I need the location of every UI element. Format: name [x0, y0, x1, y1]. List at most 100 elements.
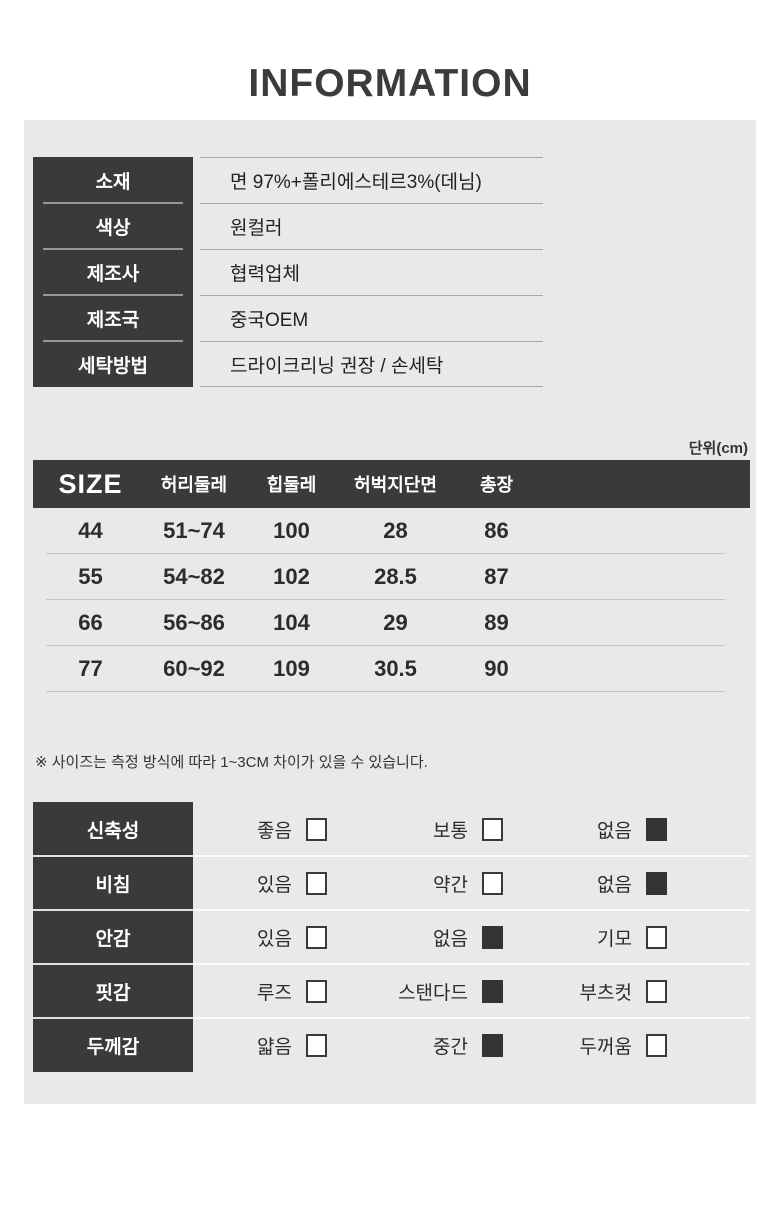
- attribute-label-thickness: 두께감: [33, 1018, 193, 1072]
- unit-label: 단위(cm): [688, 440, 748, 457]
- attribute-row: 두께감 얇음 중간 두꺼움: [33, 1017, 750, 1072]
- attribute-option: 있음: [193, 924, 327, 951]
- attribute-option: 중간: [327, 1032, 503, 1059]
- attribute-option: 스탠다드: [327, 978, 503, 1005]
- info-row: 색상 원컬러: [33, 202, 750, 249]
- size-cell: 51~74: [163, 518, 225, 543]
- attribute-option: 기모: [503, 924, 667, 951]
- checkbox-icon: [482, 817, 503, 841]
- attribute-row: 안감 있음 없음 기모: [33, 909, 750, 964]
- size-cell: 60~92: [163, 656, 225, 681]
- size-cell: 28.5: [374, 564, 417, 589]
- attribute-table: 신축성 좋음 보통 없음 비침 있음: [33, 802, 750, 1072]
- info-row: 소재 면 97%+폴리에스테르3%(데님): [33, 157, 750, 203]
- option-label: 없음: [597, 874, 632, 896]
- attribute-option: 두꺼움: [503, 1032, 667, 1059]
- size-cell: 54~82: [163, 564, 225, 589]
- attribute-options: 좋음 보통 없음: [193, 802, 750, 856]
- attribute-options: 있음 없음 기모: [193, 910, 750, 964]
- size-row: 44 51~74 100 28 86: [33, 508, 750, 554]
- checkbox-icon: [306, 979, 327, 1003]
- info-label-material: 소재: [33, 157, 193, 203]
- checkbox-icon: [646, 1033, 667, 1057]
- option-label: 없음: [433, 928, 468, 950]
- checkbox-icon: [306, 817, 327, 841]
- size-cell: 66: [78, 610, 103, 635]
- size-cell: 90: [484, 656, 509, 681]
- page-title: INFORMATION: [248, 62, 532, 105]
- size-cell: 100: [273, 518, 310, 543]
- size-cell: 56~86: [163, 610, 225, 635]
- size-cell: 30.5: [374, 656, 417, 681]
- checkbox-icon: [482, 979, 503, 1003]
- information-panel: 소재 면 97%+폴리에스테르3%(데님) 색상 원컬러 제조사 협력업체 제조…: [24, 120, 756, 1104]
- size-cell: 89: [484, 610, 509, 635]
- option-label: 보통: [433, 820, 468, 842]
- attribute-option: 보통: [327, 816, 503, 843]
- option-label: 약간: [433, 874, 468, 896]
- attribute-option: 부츠컷: [503, 978, 667, 1005]
- option-label: 있음: [257, 928, 292, 950]
- size-cell: 44: [78, 518, 103, 543]
- info-label-washing: 세탁방법: [33, 340, 193, 387]
- size-cell: 28: [383, 518, 408, 543]
- size-cell: 104: [273, 610, 310, 635]
- attribute-options: 얇음 중간 두꺼움: [193, 1018, 750, 1072]
- checkbox-icon: [306, 925, 327, 949]
- attribute-row: 핏감 루즈 스탠다드 부츠컷: [33, 963, 750, 1018]
- attribute-row: 비침 있음 약간 없음: [33, 855, 750, 910]
- option-label: 스탠다드: [398, 982, 468, 1004]
- info-row: 세탁방법 드라이크리닝 권장 / 손세탁: [33, 340, 750, 387]
- size-cell: 87: [484, 564, 509, 589]
- option-label: 없음: [597, 820, 632, 842]
- info-row: 제조사 협력업체: [33, 248, 750, 295]
- attribute-option: 얇음: [193, 1032, 327, 1059]
- option-label: 얇음: [257, 1036, 292, 1058]
- size-cell: 29: [383, 610, 408, 635]
- info-value-washing: 드라이크리닝 권장 / 손세탁: [200, 341, 543, 387]
- attribute-option: 없음: [327, 924, 503, 951]
- info-label-color: 색상: [33, 202, 193, 249]
- checkbox-icon: [646, 925, 667, 949]
- info-value-color: 원컬러: [200, 203, 543, 249]
- info-label-country: 제조국: [33, 294, 193, 341]
- attribute-option: 없음: [503, 816, 667, 843]
- option-label: 두꺼움: [579, 1036, 632, 1058]
- checkbox-icon: [646, 871, 667, 895]
- attribute-row: 신축성 좋음 보통 없음: [33, 802, 750, 856]
- checkbox-icon: [482, 871, 503, 895]
- info-value-country: 중국OEM: [200, 295, 543, 341]
- checkbox-icon: [646, 817, 667, 841]
- attribute-option: 약간: [327, 870, 503, 897]
- checkbox-icon: [646, 979, 667, 1003]
- attribute-options: 루즈 스탠다드 부츠컷: [193, 964, 750, 1018]
- size-row: 55 54~82 102 28.5 87: [33, 554, 750, 600]
- attribute-options: 있음 약간 없음: [193, 856, 750, 910]
- product-info-table: 소재 면 97%+폴리에스테르3%(데님) 색상 원컬러 제조사 협력업체 제조…: [33, 157, 750, 387]
- checkbox-icon: [306, 871, 327, 895]
- option-label: 기모: [597, 928, 632, 950]
- size-header-cell: 허벅지단면: [354, 475, 437, 495]
- attribute-option: 있음: [193, 870, 327, 897]
- size-row: 77 60~92 109 30.5 90: [33, 646, 750, 692]
- attribute-option: 루즈: [193, 978, 327, 1005]
- attribute-label-fit: 핏감: [33, 964, 193, 1018]
- size-header-cell: SIZE: [58, 468, 123, 499]
- attribute-option: 좋음: [193, 816, 327, 843]
- attribute-label-elasticity: 신축성: [33, 802, 193, 856]
- checkbox-icon: [482, 925, 503, 949]
- option-label: 있음: [257, 874, 292, 896]
- info-value-manufacturer: 협력업체: [200, 249, 543, 295]
- size-cell: 102: [273, 564, 310, 589]
- option-label: 중간: [433, 1036, 468, 1058]
- checkbox-icon: [306, 1033, 327, 1057]
- size-note: ※ 사이즈는 측정 방식에 따라 1~3CM 차이가 있을 수 있습니다.: [35, 754, 428, 771]
- attribute-label-lining: 안감: [33, 910, 193, 964]
- size-cell: 77: [78, 656, 103, 681]
- info-row: 제조국 중국OEM: [33, 294, 750, 341]
- option-label: 부츠컷: [579, 982, 632, 1004]
- size-cell: 86: [484, 518, 509, 543]
- checkbox-icon: [482, 1033, 503, 1057]
- size-table-header: SIZE 허리둘레 힙둘레 허벅지단면 총장: [33, 460, 750, 508]
- attribute-option: 없음: [503, 870, 667, 897]
